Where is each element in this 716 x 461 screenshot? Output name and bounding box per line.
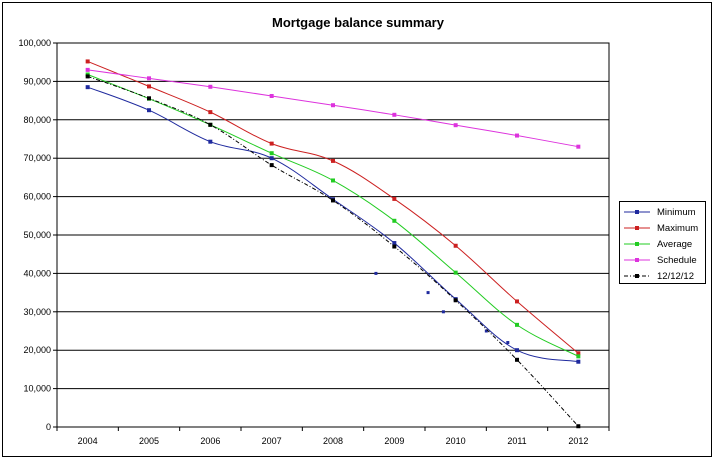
data-point-minimum xyxy=(269,156,274,161)
legend-swatch xyxy=(624,226,650,230)
data-point-12-12-12 xyxy=(269,163,274,168)
x-tick-label: 2009 xyxy=(384,436,404,446)
y-tick-label: 50,000 xyxy=(23,230,51,240)
data-point-minimum xyxy=(576,359,581,364)
data-point-maximum xyxy=(453,243,458,248)
y-tick-label: 100,000 xyxy=(18,38,51,48)
legend-label: 12/12/12 xyxy=(657,270,694,282)
y-tick-label: 0 xyxy=(46,422,51,432)
data-point-minimum xyxy=(147,108,151,113)
legend-label: Schedule xyxy=(657,254,697,266)
y-tick-label: 30,000 xyxy=(23,307,51,317)
chart-title: Mortgage balance summary xyxy=(272,15,444,30)
data-point-maximum xyxy=(269,141,274,146)
legend-swatch xyxy=(624,210,650,214)
legend-item-schedule: Schedule xyxy=(623,252,705,268)
data-point-schedule xyxy=(147,76,151,81)
x-tick-label: 2004 xyxy=(78,436,98,446)
data-point-schedule xyxy=(85,67,90,72)
legend-item-minimum: Minimum xyxy=(623,204,705,220)
data-point-minimum xyxy=(374,271,378,275)
legend-label: Minimum xyxy=(657,206,696,218)
data-point-12-12-12 xyxy=(576,424,581,429)
data-point-schedule xyxy=(269,93,274,98)
y-tick-label: 80,000 xyxy=(23,115,51,125)
data-point-average xyxy=(269,151,274,156)
series-line-12-12-12 xyxy=(87,75,579,427)
data-point-12-12-12 xyxy=(453,298,458,303)
data-point-maximum xyxy=(576,351,581,356)
data-point-minimum xyxy=(441,310,445,314)
y-tick-label: 70,000 xyxy=(23,153,51,163)
legend-swatch xyxy=(624,258,650,262)
data-point-minimum xyxy=(426,291,430,295)
data-point-maximum xyxy=(85,59,90,64)
legend-label: Average xyxy=(657,238,693,250)
y-tick-label: 90,000 xyxy=(23,76,51,86)
y-tick-label: 20,000 xyxy=(23,345,51,355)
data-point-average xyxy=(453,270,458,275)
legend-swatch xyxy=(624,274,650,278)
data-point-12-12-12 xyxy=(208,122,213,127)
x-tick-label: 2006 xyxy=(200,436,220,446)
data-point-maximum xyxy=(392,196,397,201)
data-point-12-12-12 xyxy=(392,244,397,249)
legend-swatch-marker xyxy=(635,258,639,262)
data-point-average xyxy=(331,178,335,183)
data-point-schedule xyxy=(392,112,397,117)
data-point-12-12-12 xyxy=(147,96,151,101)
legend-swatch-marker xyxy=(635,274,639,278)
x-tick-label: 2008 xyxy=(323,436,343,446)
legend-swatch xyxy=(624,242,650,246)
y-tick-label: 10,000 xyxy=(23,384,51,394)
x-tick-label: 2011 xyxy=(507,436,526,446)
data-point-minimum xyxy=(85,85,90,90)
legend-item-average: Average xyxy=(623,236,705,252)
data-point-maximum xyxy=(208,110,213,115)
legend-swatch-marker xyxy=(635,226,639,230)
x-tick-label: 2012 xyxy=(568,436,588,446)
x-tick-label: 2010 xyxy=(446,436,466,446)
data-point-12-12-12 xyxy=(331,198,335,203)
y-tick-label: 60,000 xyxy=(23,192,51,202)
x-tick-label: 2007 xyxy=(262,436,282,446)
data-point-minimum xyxy=(515,348,519,353)
data-point-schedule xyxy=(515,133,519,138)
legend-item-12-12-12: 12/12/12 xyxy=(623,268,705,284)
data-point-12-12-12 xyxy=(515,357,519,362)
data-point-minimum xyxy=(392,241,397,246)
data-point-minimum xyxy=(506,341,510,345)
legend-swatch-marker xyxy=(635,210,639,214)
data-point-average xyxy=(515,322,519,327)
data-point-average xyxy=(576,354,581,359)
legend: Minimum Maximum Average Schedule 12/12/12 xyxy=(619,201,706,284)
data-point-minimum xyxy=(484,329,488,333)
legend-label: Maximum xyxy=(657,222,699,234)
data-point-schedule xyxy=(331,103,335,108)
x-tick-label: 2005 xyxy=(139,436,159,446)
data-point-schedule xyxy=(208,84,213,89)
legend-item-maximum: Maximum xyxy=(623,220,705,236)
data-point-average xyxy=(392,218,397,223)
data-point-maximum xyxy=(331,158,335,163)
data-point-schedule xyxy=(453,123,458,128)
legend-swatch-marker xyxy=(635,242,639,246)
y-tick-label: 40,000 xyxy=(23,268,51,278)
data-point-schedule xyxy=(576,144,581,149)
data-point-12-12-12 xyxy=(85,74,90,79)
data-point-minimum xyxy=(208,139,213,144)
data-point-maximum xyxy=(515,299,519,304)
data-point-maximum xyxy=(147,84,151,89)
